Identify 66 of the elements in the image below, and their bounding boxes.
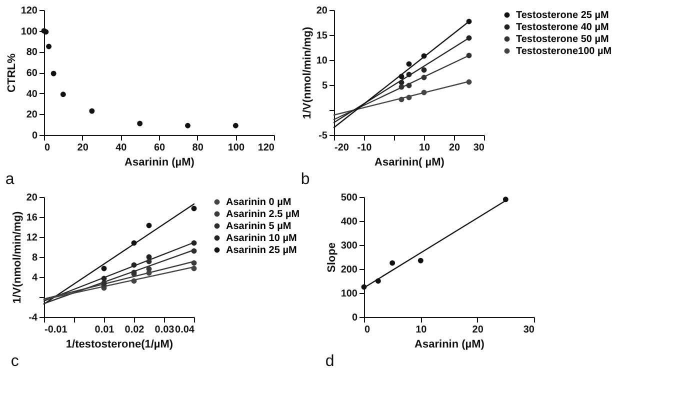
y-tick-label: 60: [26, 68, 38, 79]
x-tick-label: 0.01: [94, 324, 115, 336]
x-tick-label: 0.04: [175, 324, 195, 336]
legend-label: Testosterone 25 µM: [516, 10, 609, 21]
y-tick-label: 20: [26, 110, 38, 121]
x-tick-label: 0.02: [124, 324, 145, 336]
x-tick-label: 60: [154, 142, 166, 154]
x-tick-label: 20: [77, 142, 89, 154]
x-tick-label: 100: [228, 142, 245, 154]
legend-label: Asarinin 25 µM: [226, 245, 297, 256]
legend-label: Testosterone 50 µM: [516, 34, 609, 45]
y-tick-label: 400: [340, 216, 358, 228]
y-axis-title: CTRL%: [6, 53, 18, 93]
legend-label: Asarinin 10 µM: [226, 233, 297, 244]
x-tick-label: 30: [473, 142, 485, 154]
x-tick-label: 10: [418, 142, 430, 154]
legend-label: Asarinin 0 µM: [226, 197, 292, 208]
text: d: [325, 353, 334, 370]
x-tick-label: -0.01: [44, 324, 68, 336]
y-tick-label: 20: [26, 192, 38, 204]
x-tick-label: 40: [116, 142, 128, 154]
y-tick-label: 8: [32, 252, 38, 264]
x-tick-label: 0: [44, 142, 50, 154]
y-tick-label: 80: [26, 47, 38, 58]
x-tick-label: 10: [416, 324, 428, 336]
y-tick-label: 40: [26, 88, 38, 100]
legend-label: Testosterone 40 µM: [516, 22, 609, 33]
x-tick-label: 80: [192, 142, 204, 154]
y-tick-label: 120: [20, 6, 38, 16]
y-tick-label: -4: [28, 312, 38, 324]
x-tick-label: -20: [334, 142, 350, 154]
x-tick-label: 0: [364, 324, 370, 336]
x-tick-label: 20: [472, 324, 484, 336]
x-axis-title: Asarinin (µM): [124, 156, 195, 168]
y-tick-label: 200: [340, 264, 358, 276]
y-tick-label: -5: [318, 130, 328, 142]
x-tick-label: -10: [357, 142, 372, 154]
x-tick-label: 120: [258, 142, 275, 154]
y-tick-label: 100: [340, 288, 358, 300]
y-tick-label: 0: [352, 312, 358, 324]
y-axis-title: Slope: [326, 242, 338, 272]
y-tick-label: 500: [340, 192, 358, 204]
y-tick-label: 0: [32, 130, 38, 142]
y-axis-title: 1/V(nmol/min/mg): [301, 26, 314, 120]
y-tick-label: 15: [316, 30, 328, 42]
text: a: [5, 171, 14, 188]
legend-label: Asarinin 5 µM: [226, 221, 292, 232]
legend-label: Testosterone100 µM: [516, 46, 612, 57]
y-tick-label: 300: [340, 240, 358, 252]
y-tick-label: 12: [26, 232, 38, 244]
text: c: [10, 353, 19, 370]
text: b: [300, 171, 310, 188]
x-tick-label: 30: [523, 324, 535, 336]
y-tick-label: 16: [26, 212, 38, 224]
x-axis-title: 1/testosterone(1/µM): [66, 338, 174, 350]
legend-label: Asarinin 2.5 µM: [226, 209, 300, 220]
y-tick-label: 100: [20, 26, 38, 38]
x-tick-label: 0.03: [154, 324, 175, 336]
y-tick-label: 5: [322, 80, 328, 92]
x-axis-title: Asarinin (µM): [414, 338, 485, 350]
y-tick-label: 20: [316, 6, 328, 16]
y-tick-label: 10: [316, 56, 328, 66]
x-axis-title: Asarinin( µM): [374, 156, 445, 168]
y-axis-title: 1/V(nmol/min/mg): [11, 211, 24, 304]
x-tick-label: 20: [448, 142, 460, 154]
y-tick-label: 4: [32, 272, 38, 284]
